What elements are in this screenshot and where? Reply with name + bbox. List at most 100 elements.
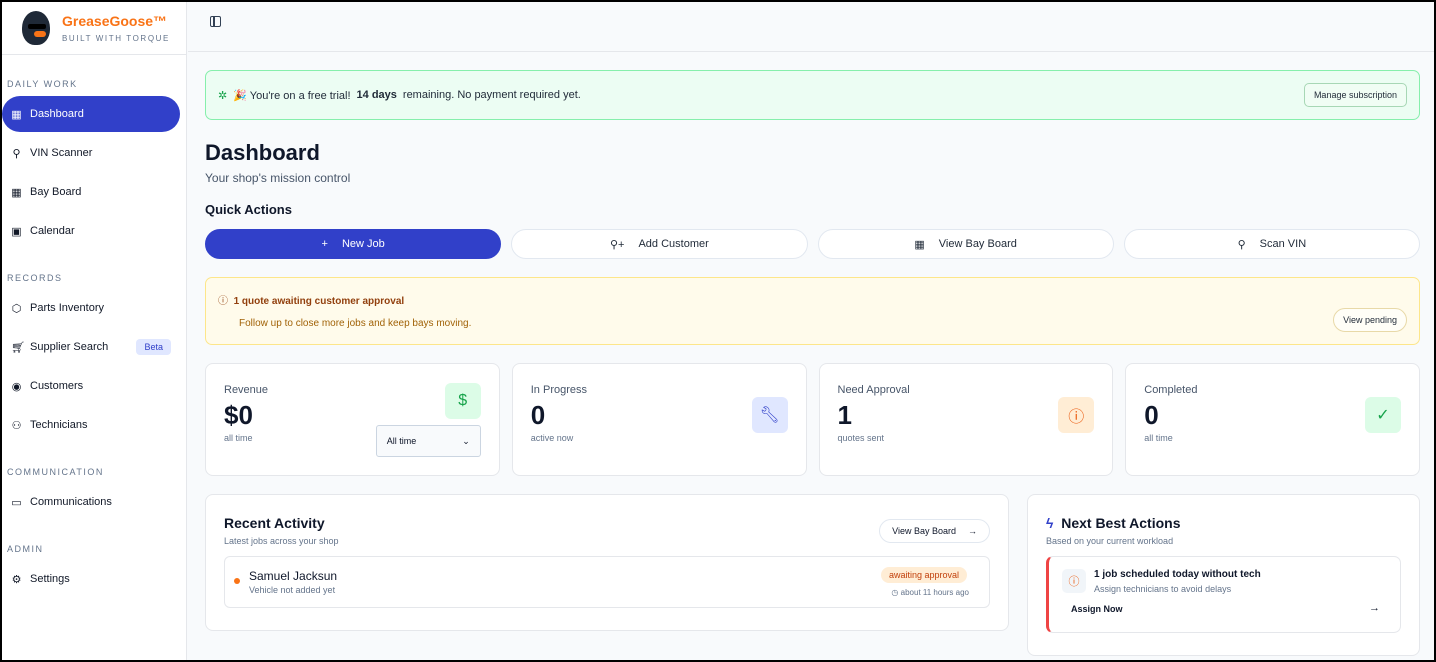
add-customer-button[interactable]: ⚲+ Add Customer (511, 229, 808, 259)
trial-banner: ✲ 🎉 You're on a free trial! 14 days remain… (205, 70, 1420, 120)
users-icon: ⚇ (11, 419, 22, 432)
section-daily-work: DAILY WORK (7, 79, 78, 89)
sidebar-item-label: Dashboard (30, 108, 84, 120)
button-label: Add Customer (638, 238, 709, 250)
view-bay-board-button[interactable]: ▦ View Bay Board (817, 229, 1114, 259)
stat-sub: active now (530, 433, 574, 443)
status-dot (234, 578, 240, 584)
sidebar-item-label: Communications (30, 496, 112, 508)
sidebar-item-supplier-search[interactable]: 🛒︎ Supplier Search Beta (2, 329, 180, 365)
section-records: RECORDS (7, 273, 63, 283)
stat-value: $0 (224, 400, 253, 430)
quick-actions-title: Quick Actions (205, 202, 292, 217)
view-bay-board-link[interactable]: View Bay Board → (879, 519, 990, 543)
section-communication: COMMUNICATION (7, 467, 104, 477)
section-admin: ADMIN (7, 544, 44, 554)
scan-vin-button[interactable]: ⚲ Scan VIN (1123, 229, 1420, 259)
stat-value: 0 (1144, 400, 1159, 430)
clock-icon: ◷ (891, 588, 899, 597)
approval-alert: ⓘ 1 quote awaiting customer approval Fol… (205, 277, 1420, 345)
nba-item-desc: Assign technicians to avoid delays (1094, 584, 1232, 594)
stat-sub: all time (1144, 433, 1173, 443)
recent-activity-title: Recent Activity (224, 515, 325, 531)
dollar-icon: $ (444, 383, 481, 419)
next-best-actions-card: ϟ Next Best Actions Based on your curren… (1027, 494, 1420, 656)
stat-completed: Completed 0 all time ✓ (1125, 363, 1420, 476)
assign-now-button[interactable]: Assign Now (1071, 604, 1123, 614)
nba-subtitle: Based on your current workload (1046, 536, 1174, 546)
stat-revenue: Revenue $0 all time $ All time ⌄ (205, 363, 500, 476)
stat-need-approval: Need Approval 1 quotes sent ⓘ (818, 363, 1114, 476)
page-title: Dashboard (205, 140, 320, 165)
logo[interactable]: GreaseGoose™ BUILT WITH TORQUE (2, 2, 186, 55)
button-label: Scan VIN (1259, 238, 1307, 250)
topbar (188, 2, 1434, 52)
stat-label: Need Approval (837, 384, 910, 396)
plus-icon: + (321, 238, 328, 250)
timestamp: ◷ about 11 hours ago (891, 588, 969, 597)
sidebar-item-settings[interactable]: ⚙ Settings (2, 561, 180, 597)
trial-text: 🎉 You're on a free trial! (233, 89, 351, 102)
alert-title: 1 quote awaiting customer approval (233, 296, 405, 307)
sidebar-item-bay-board[interactable]: ▦ Bay Board (2, 174, 180, 210)
beta-badge: Beta (136, 339, 171, 355)
search-icon: ⚲ (12, 147, 21, 160)
status-badge: awaiting approval (880, 567, 967, 583)
sidebar-item-label: Calendar (30, 225, 75, 237)
stat-label: Completed (1144, 384, 1198, 396)
nba-item-title: 1 job scheduled today without tech (1094, 569, 1261, 580)
arrow-right-icon[interactable]: → (1369, 602, 1380, 614)
page-subtitle: Your shop's mission control (205, 171, 351, 185)
nba-title: Next Best Actions (1061, 515, 1181, 531)
button-label: View Bay Board (938, 238, 1017, 250)
stat-sub: all time (224, 433, 253, 443)
sidebar-item-label: Technicians (30, 419, 88, 431)
sidebar-item-communications[interactable]: ▭ Communications (2, 484, 180, 520)
goose-logo-icon (22, 11, 50, 45)
calendar-icon: ▣ (11, 225, 22, 238)
select-value: All time (386, 436, 417, 446)
info-icon: ⓘ (218, 296, 228, 307)
gear-icon: ⚙ (11, 573, 22, 586)
grid-icon: ▦ (11, 186, 22, 199)
sidebar-item-vin-scanner[interactable]: ⚲ VIN Scanner (2, 135, 180, 171)
grid-icon: ▦ (11, 108, 22, 121)
stat-label: In Progress (530, 384, 587, 396)
manage-subscription-button[interactable]: Manage subscription (1303, 83, 1407, 107)
alert-circle-icon: ⓘ (1058, 397, 1095, 433)
sidebar-item-dashboard[interactable]: ▦ Dashboard (2, 96, 180, 132)
trial-days: 14 days (356, 89, 397, 101)
sidebar-item-label: Customers (30, 380, 84, 392)
check-circle-icon: ✓ (1365, 397, 1401, 433)
sparkles-icon: ✲ (218, 89, 228, 102)
stat-in-progress: In Progress 0 active now 🔧︎ (511, 363, 807, 476)
alert-circle-icon: ⓘ (1062, 569, 1086, 593)
sidebar-item-label: Settings (30, 573, 70, 585)
chevron-down-icon: ⌄ (462, 436, 470, 446)
arrow-right-icon: → (968, 526, 977, 536)
revenue-period-select[interactable]: All time ⌄ (375, 425, 481, 457)
view-pending-button[interactable]: View pending (1333, 308, 1407, 332)
recent-activity-subtitle: Latest jobs across your shop (224, 536, 339, 546)
grid-icon: ▦ (914, 238, 925, 251)
vehicle-info: Vehicle not added yet (249, 585, 336, 595)
trial-suffix: remaining. No payment required yet. (402, 89, 581, 101)
sidebar-item-calendar[interactable]: ▣ Calendar (2, 213, 180, 249)
sidebar-item-parts-inventory[interactable]: ⬡ Parts Inventory (2, 290, 180, 326)
activity-item[interactable]: Samuel Jacksun Vehicle not added yet await… (224, 556, 990, 608)
nba-item: ⓘ 1 job scheduled today without tech Assig… (1046, 556, 1401, 633)
time-text: about 11 hours ago (900, 588, 969, 597)
brand-name: GreaseGoose™ (62, 13, 168, 29)
sidebar-toggle-icon[interactable] (210, 16, 221, 27)
package-icon: ⬡ (11, 302, 22, 315)
stat-sub: quotes sent (837, 433, 885, 443)
lightning-icon: ϟ (1046, 515, 1054, 531)
brand-tagline: BUILT WITH TORQUE (62, 34, 170, 43)
sidebar-item-label: Parts Inventory (30, 302, 104, 314)
user-circle-icon: ◉ (11, 380, 22, 393)
button-label: New Job (341, 238, 385, 250)
new-job-button[interactable]: + New Job (205, 229, 502, 259)
sidebar-item-technicians[interactable]: ⚇ Technicians (2, 407, 180, 443)
sidebar-item-customers[interactable]: ◉ Customers (2, 368, 180, 404)
customer-name: Samuel Jacksun (249, 569, 338, 583)
